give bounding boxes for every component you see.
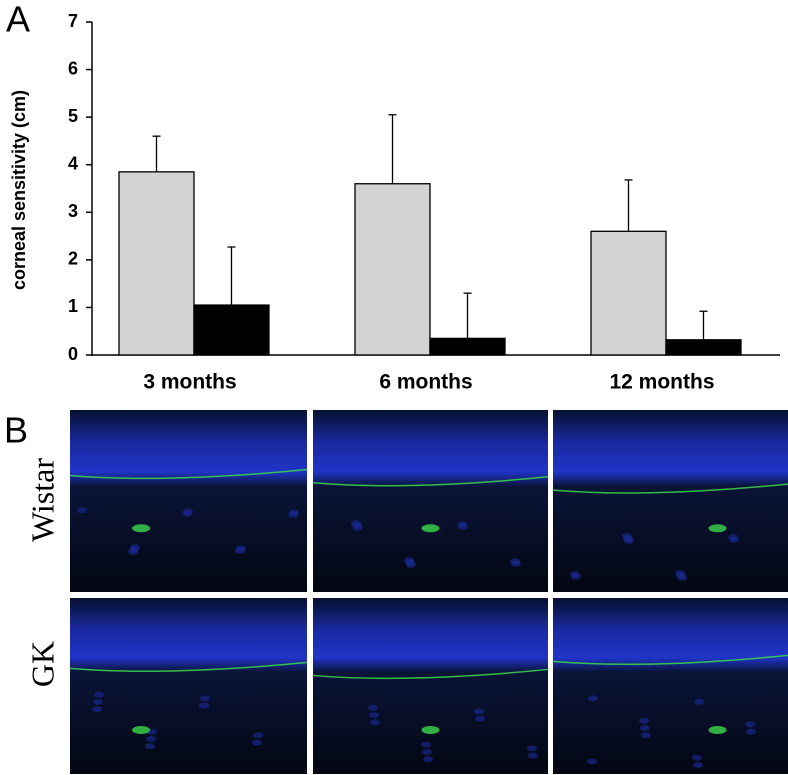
nucleus (692, 754, 702, 761)
nerve-fiber (69, 661, 308, 673)
x-tick-label: 3 months (143, 371, 236, 394)
nucleus (421, 741, 431, 748)
nucleus (511, 560, 521, 567)
nucleus (422, 749, 432, 755)
bar (118, 171, 195, 356)
x-tick-label: 6 months (379, 371, 472, 394)
nucleus (288, 511, 298, 518)
nucleus (353, 524, 363, 531)
y-tick-label: 7 (68, 11, 78, 31)
nucleus (94, 691, 104, 698)
nerve-ending (421, 726, 440, 734)
nucleus (641, 732, 651, 739)
nerve-fiber (552, 483, 788, 494)
micrograph (313, 598, 548, 774)
nucleus (587, 758, 597, 765)
x-tick-label: 12 months (609, 371, 714, 394)
y-axis-label: corneal sensitivity (cm) (9, 90, 29, 290)
nucleus (693, 762, 703, 768)
nucleus (77, 507, 87, 514)
nerve-fiber (552, 654, 788, 666)
nucleus (729, 536, 739, 543)
nucleus (640, 725, 650, 731)
nucleus (527, 745, 537, 752)
y-tick-label: 0 (68, 344, 78, 364)
nucleus (253, 732, 263, 739)
nucleus (694, 698, 704, 705)
nucleus (182, 510, 192, 517)
bar (429, 337, 506, 356)
nucleus (423, 756, 433, 763)
nucleus (474, 708, 484, 715)
micrograph (313, 410, 548, 592)
nucleus (745, 721, 755, 728)
bar (354, 183, 431, 356)
nucleus (128, 548, 138, 555)
row-label: Wistar (24, 458, 60, 542)
nucleus (746, 728, 756, 735)
nerve-fiber (69, 468, 308, 480)
nucleus (146, 736, 156, 742)
nucleus (458, 523, 468, 530)
nerve-ending (132, 726, 151, 734)
y-tick-label: 1 (68, 296, 78, 316)
micrograph (70, 598, 307, 774)
panel-label: B (4, 410, 28, 451)
panel-label: A (6, 0, 30, 40)
y-tick-label: 4 (68, 153, 78, 173)
bar (590, 230, 667, 356)
micrograph (553, 410, 788, 592)
nucleus (368, 704, 378, 711)
nucleus (145, 743, 155, 750)
nucleus (370, 719, 380, 726)
nucleus (406, 561, 416, 568)
y-tick-label: 3 (68, 201, 78, 221)
nerve-ending (708, 726, 727, 734)
nucleus (200, 695, 210, 702)
nucleus (528, 752, 538, 759)
nucleus (92, 706, 102, 713)
nucleus (588, 695, 598, 702)
nucleus (252, 739, 262, 746)
nucleus (199, 702, 209, 709)
nucleus (677, 574, 687, 581)
nerve-ending (421, 524, 440, 533)
nerve-fiber (312, 476, 549, 487)
nerve-ending (132, 524, 151, 533)
nucleus (93, 699, 103, 705)
nucleus (235, 547, 245, 554)
y-tick-label: 2 (68, 249, 78, 269)
nerve-ending (708, 524, 727, 533)
nucleus (624, 537, 634, 544)
micrograph (553, 598, 788, 774)
y-tick-label: 5 (68, 106, 78, 126)
bar (665, 339, 742, 356)
micrograph-grid (69, 410, 788, 774)
bar (193, 304, 270, 356)
nucleus (639, 717, 649, 724)
nucleus (475, 715, 485, 722)
y-tick-label: 6 (68, 58, 78, 78)
nucleus (369, 712, 379, 718)
nerve-fiber (312, 668, 549, 680)
micrograph (70, 410, 307, 592)
nucleus (571, 573, 581, 580)
row-label: GK (24, 641, 60, 687)
